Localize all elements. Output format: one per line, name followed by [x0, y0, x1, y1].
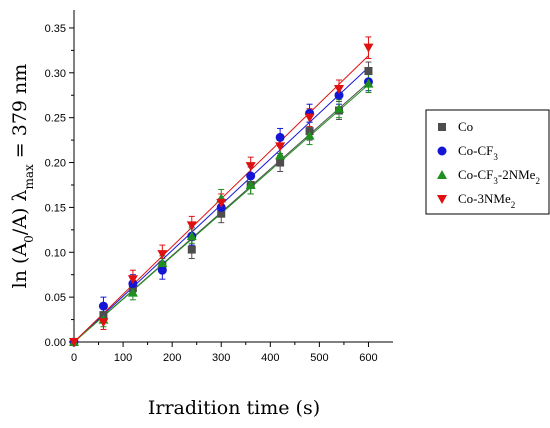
- legend-label: Co-CF3: [458, 143, 498, 162]
- data-point: [98, 318, 109, 328]
- y-tick-label: 0.10: [45, 247, 66, 259]
- data-point: [157, 258, 168, 268]
- legend-marker: [438, 123, 446, 131]
- legend-label: Co-3NMe2: [458, 191, 515, 210]
- data-point: [187, 245, 196, 254]
- y-tick-label: 0.30: [45, 68, 66, 80]
- y-tick-label: 0.25: [45, 113, 66, 125]
- x-axis-title: Irradition time (s): [148, 397, 320, 419]
- x-tick-label: 300: [212, 352, 230, 364]
- legend-marker: [437, 195, 447, 204]
- data-point: [276, 158, 285, 167]
- y-tick-label: 0.15: [45, 202, 66, 214]
- data-point: [275, 142, 286, 152]
- x-tick-label: 500: [310, 352, 328, 364]
- legend: Co Co-CF3 Co-CF3-2NMe2 Co-3NMe2: [425, 109, 550, 215]
- x-tick-label: 600: [359, 352, 377, 364]
- legend-box: [425, 109, 550, 215]
- legend-marker: [437, 146, 447, 156]
- data-points: [69, 43, 374, 347]
- data-point: [364, 67, 373, 76]
- legend-label: Co-CF3-2NMe2: [458, 167, 540, 186]
- legend-marker: [437, 170, 447, 179]
- y-axis-title: ln (A0/A) λmax = 379 nm: [9, 64, 36, 289]
- ticks: 0 100 200 300 400 500 600 0.00 0.05 0.10 0.15 0.20 0…: [45, 23, 378, 364]
- data-point: [334, 103, 345, 113]
- x-tick-label: 100: [114, 352, 132, 364]
- data-point: [275, 150, 286, 160]
- data-point: [157, 265, 167, 275]
- y-tick-label: 0.00: [45, 337, 66, 349]
- x-tick-label: 400: [261, 352, 279, 364]
- data-point: [217, 209, 226, 218]
- data-point: [334, 90, 344, 100]
- data-point: [246, 171, 256, 181]
- data-point: [304, 113, 315, 123]
- data-point: [363, 43, 374, 53]
- data-point: [245, 162, 256, 172]
- legend-label: Co: [458, 119, 473, 134]
- data-point: [157, 250, 168, 260]
- axes: [73, 10, 393, 343]
- data-point: [127, 275, 138, 285]
- data-point: [98, 301, 108, 311]
- data-point: [186, 231, 197, 241]
- data-point: [186, 221, 197, 231]
- data-point: [127, 287, 138, 297]
- data-point: [275, 132, 285, 142]
- data-point: [334, 84, 345, 94]
- error-bars: [100, 36, 372, 330]
- data-point: [304, 130, 315, 140]
- data-point: [69, 338, 79, 347]
- data-point: [216, 198, 227, 208]
- x-tick-label: 0: [71, 352, 77, 364]
- x-tick-label: 200: [163, 352, 181, 364]
- y-tick-label: 0.20: [45, 158, 66, 170]
- data-point: [245, 179, 256, 189]
- data-point: [363, 78, 374, 88]
- y-tick-label: 0.35: [45, 23, 66, 35]
- y-tick-label: 0.05: [45, 292, 66, 304]
